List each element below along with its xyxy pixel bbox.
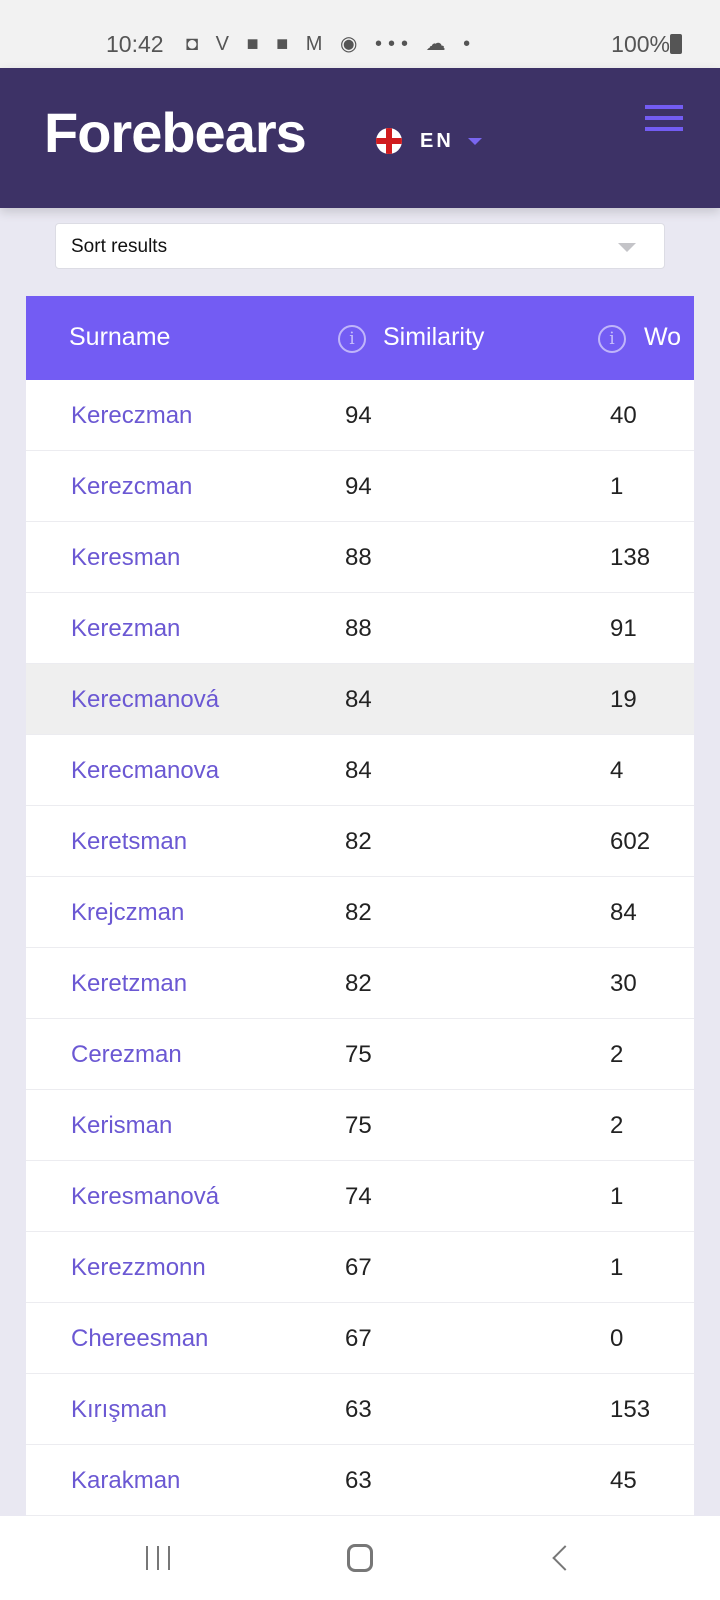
site-header: Forebears EN (0, 68, 720, 208)
similarity-value: 94 (345, 473, 372, 500)
table-header: Surname i Similarity i Wo (26, 296, 694, 380)
similarity-value: 82 (345, 970, 372, 997)
table-row: Krejczman 82 84 (26, 877, 694, 948)
surname-link[interactable]: Keretzman (71, 970, 188, 997)
table-row: Kereczman 94 40 (26, 380, 694, 451)
logo[interactable]: Forebears (44, 101, 307, 164)
info-icon[interactable]: i (598, 325, 626, 353)
similarity-value: 84 (345, 757, 372, 784)
language-label: EN (420, 129, 454, 152)
back-icon[interactable] (552, 1545, 578, 1571)
surname-link[interactable]: Karakman (71, 1467, 181, 1494)
sort-label: Sort results (71, 236, 168, 257)
wo-value: 153 (610, 1396, 651, 1423)
similarity-value: 82 (345, 828, 372, 855)
similarity-value: 67 (345, 1325, 372, 1352)
surname-link[interactable]: Cerezman (71, 1041, 182, 1068)
caret-down-icon (467, 137, 482, 145)
wo-value: 4 (610, 757, 624, 784)
similarity-value: 88 (345, 544, 372, 571)
table-row: Kerisman 75 2 (26, 1090, 694, 1161)
results-table: Surname i Similarity i Wo Kereczman 94 4… (26, 296, 694, 1516)
status-time: 10:42 (106, 31, 164, 57)
surname-link[interactable]: Kerecmanová (71, 686, 220, 713)
table-row: Kırışman 63 153 (26, 1374, 694, 1445)
surname-link[interactable]: Kırışman (71, 1396, 168, 1423)
wo-value: 602 (610, 828, 651, 855)
wo-value: 1 (610, 1254, 624, 1281)
table-row: Cerezman 75 2 (26, 1019, 694, 1090)
similarity-value: 84 (345, 686, 372, 713)
surname-link[interactable]: Krejczman (71, 899, 185, 926)
wo-value: 138 (610, 544, 651, 571)
surname-link[interactable]: Keretsman (71, 828, 188, 855)
wo-value: 1 (610, 1183, 624, 1210)
surname-link[interactable]: Kerecmanova (71, 757, 220, 784)
table-row: Karakman 63 45 (26, 1445, 694, 1516)
recent-apps-icon[interactable] (146, 1546, 170, 1570)
android-nav-bar (0, 1516, 720, 1600)
table-row: Kerecmanová 84 19 (26, 664, 694, 735)
surname-link[interactable]: Keresman (71, 544, 181, 571)
table-row: Keretzman 82 30 (26, 948, 694, 1019)
battery-level: 100% (611, 31, 670, 57)
similarity-value: 82 (345, 899, 372, 926)
wo-value: 1 (610, 473, 624, 500)
wo-value: 0 (610, 1325, 624, 1352)
similarity-value: 75 (345, 1112, 372, 1139)
similarity-value: 63 (345, 1467, 372, 1494)
similarity-value: 67 (345, 1254, 372, 1281)
similarity-value: 74 (345, 1183, 372, 1210)
similarity-value: 63 (345, 1396, 372, 1423)
sort-results-select[interactable]: Sort results (55, 223, 665, 269)
surname-link[interactable]: Kerezzmonn (71, 1254, 206, 1281)
wo-value: 45 (610, 1467, 637, 1494)
info-icon[interactable]: i (338, 325, 366, 353)
dropdown-arrow-icon (618, 243, 636, 252)
column-surname[interactable]: Surname (69, 323, 171, 351)
hamburger-menu-icon[interactable] (645, 105, 683, 131)
england-flag-icon (376, 128, 402, 154)
wo-value: 2 (610, 1112, 624, 1139)
table-row: Keresman 88 138 (26, 522, 694, 593)
wo-value: 30 (610, 970, 637, 997)
column-wo[interactable]: Wo (644, 323, 682, 351)
home-icon[interactable] (347, 1544, 373, 1572)
similarity-value: 75 (345, 1041, 372, 1068)
column-similarity[interactable]: Similarity (383, 323, 485, 351)
surname-link[interactable]: Chereesman (71, 1325, 209, 1352)
surname-link[interactable]: Kerezcman (71, 473, 193, 500)
surname-link[interactable]: Kereczman (71, 402, 193, 429)
table-row: Kerezzmonn 67 1 (26, 1232, 694, 1303)
table-row: Chereesman 67 0 (26, 1303, 694, 1374)
wo-value: 19 (610, 686, 637, 713)
similarity-value: 94 (345, 402, 372, 429)
wo-value: 91 (610, 615, 637, 642)
notification-icons: ◘ V ■ ■ M ◉ ••• ☁ • (186, 33, 477, 55)
surname-link[interactable]: Kerisman (71, 1112, 173, 1139)
wo-value: 40 (610, 402, 637, 429)
table-row: Kerecmanova 84 4 (26, 735, 694, 806)
status-bar: 10:42 ◘ V ■ ■ M ◉ ••• ☁ • 100% (0, 0, 720, 68)
language-selector[interactable]: EN (376, 128, 482, 154)
table-row: Kerezcman 94 1 (26, 451, 694, 522)
surname-link[interactable]: Kerezman (71, 615, 181, 642)
wo-value: 84 (610, 899, 637, 926)
table-row: Keretsman 82 602 (26, 806, 694, 877)
wo-value: 2 (610, 1041, 624, 1068)
table-row: Keresmanová 74 1 (26, 1161, 694, 1232)
battery-icon (670, 34, 682, 54)
similarity-value: 88 (345, 615, 372, 642)
surname-link[interactable]: Keresmanová (71, 1183, 220, 1210)
table-row: Kerezman 88 91 (26, 593, 694, 664)
